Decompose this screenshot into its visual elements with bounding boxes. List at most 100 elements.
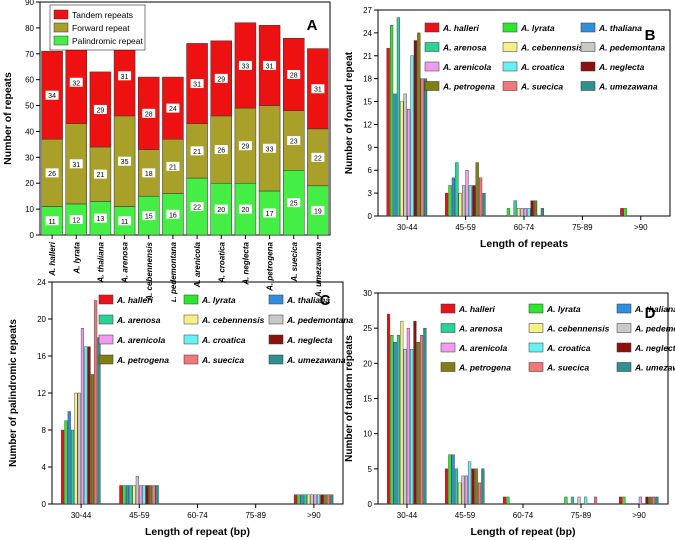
panel-a-ytick-label: 70	[25, 50, 34, 59]
panel-c-bar	[94, 300, 98, 505]
panel-c-category-label: >90	[307, 511, 321, 520]
panel-d-bar	[570, 496, 574, 505]
panel-d-legend-label: A. cebennensis	[546, 324, 610, 334]
panel-d-legend-label: A. neglecta	[634, 343, 675, 353]
panel-b-bar	[534, 200, 538, 217]
panel-d-bar	[645, 496, 649, 505]
panel-c-legend-swatch	[268, 314, 284, 325]
panel-c-bar	[122, 485, 126, 505]
panel-c-bar	[61, 429, 65, 505]
panel-d-legend-label: A. arenosa	[458, 324, 503, 334]
panel-b-ytick-label: 24	[363, 29, 372, 38]
panel-a-category-label: A. suecica	[290, 241, 299, 282]
panel-d-category-label: >90	[632, 511, 646, 520]
panel-b-bar	[623, 208, 627, 217]
panel-c-bar	[119, 485, 123, 505]
panel-b-bar	[458, 192, 462, 217]
panel-b-bar	[523, 208, 527, 217]
panel-a-data-label-box	[93, 213, 107, 223]
panel-c-ytick-label: 4	[42, 463, 47, 472]
panel-c-bar	[323, 494, 327, 505]
panel-a-legend-swatch	[53, 22, 69, 33]
panel-b-legend-swatch	[580, 42, 596, 52]
panel-d-ytick-label: 5	[368, 465, 373, 474]
panel-a-data-label: 13	[97, 216, 105, 223]
panel-a-legend-swatch	[53, 9, 69, 20]
panel-c-bar	[70, 429, 75, 505]
panel-c-legend-swatch	[183, 354, 199, 365]
panel-a-data-label: 24	[169, 106, 177, 113]
panel-a-data-label: 23	[290, 139, 298, 146]
panel-b-category-label: >90	[634, 223, 648, 232]
panel-a-data-label: 33	[242, 63, 250, 70]
panel-a-category-label: A. lyrata	[72, 241, 81, 274]
panel-a-data-label-box	[214, 73, 228, 83]
panel-b-y-axis-title: Number of forward repeat	[344, 51, 355, 174]
panel-c-bar	[307, 494, 311, 505]
panel-c-legend-swatch	[98, 314, 114, 325]
panel-d-bar	[468, 461, 472, 505]
panel-c-ytick-label: 8	[42, 426, 47, 435]
panel-a-ytick-label: 60	[25, 76, 34, 85]
panel-d-ytick-label: 15	[363, 395, 372, 404]
panel-b-ytick-label: 3	[368, 189, 373, 198]
panel-c-bar	[77, 392, 81, 505]
panel-b-letter: B	[645, 27, 656, 44]
panel-c-letter: C	[320, 292, 331, 309]
panel-d-legend-label: A. thaliana	[634, 304, 675, 314]
panel-b-ytick-label: 27	[363, 6, 372, 15]
panel-b-bar	[479, 177, 483, 217]
panel-b-legend-label: A. neglecta	[598, 62, 645, 72]
panel-d-legend-swatch	[440, 362, 456, 372]
panel-d-category-label: 45-59	[455, 511, 476, 520]
panel-a-data-label-box	[45, 90, 59, 100]
panel-b-bar	[417, 32, 421, 217]
panel-c-bar	[330, 494, 334, 505]
panel-c-legend-swatch	[268, 354, 284, 365]
panel-b-ytick-label: 6	[368, 166, 373, 175]
panel-d-bar	[564, 496, 568, 505]
panel-d-legend-swatch	[440, 342, 456, 353]
panel-a-data-label: 25	[290, 201, 298, 208]
panel-c-y-axis-title: Number of palindromic repeats	[8, 319, 19, 467]
panel-b-category-label: 60-74	[514, 223, 535, 232]
panel-d-bar	[416, 342, 420, 505]
panel-a-data-label: 29	[97, 107, 105, 114]
panel-d-legend-swatch	[616, 303, 632, 314]
panel-b-legend-label: A. arenicola	[442, 62, 491, 72]
panel-a-data-label-box	[166, 103, 180, 113]
panel-a-data-label-box	[69, 159, 83, 169]
panel-a-category-label: A. arenosa	[121, 241, 130, 283]
panel-a-data-label-box	[118, 156, 132, 166]
panel-b-bar	[390, 25, 394, 217]
panel-a-data-label-box	[238, 60, 252, 70]
panel-d-ytick-label: 10	[363, 430, 372, 439]
panel-c-category-label: 60-74	[187, 511, 208, 520]
panel-c-ytick-label: 12	[37, 389, 46, 398]
panel-a-data-label: 12	[72, 217, 80, 224]
panel-d-bar	[622, 496, 626, 505]
panel-a-data-label-box	[287, 69, 301, 79]
panel-a-category-label: A. croatica	[217, 241, 226, 283]
panel-c-bar	[326, 494, 331, 505]
panel-d-ytick-label: 20	[363, 359, 372, 368]
panel-a-legend-label: Palindromic repeat	[72, 36, 144, 46]
panel-d-bar	[420, 335, 424, 505]
panel-b-legend-swatch	[502, 61, 518, 72]
panel-a-data-label-box	[142, 108, 156, 118]
panel-d-legend-label: A. croatica	[546, 343, 591, 353]
panel-d-legend-swatch	[528, 303, 544, 314]
panel-c-legend-label: A. thaliana	[286, 295, 330, 305]
panel-b-bar	[520, 208, 524, 217]
panel-a-data-label-box	[311, 205, 325, 215]
panel-a-data-label: 21	[97, 172, 105, 179]
panel-b-bar	[506, 208, 510, 217]
panel-b-legend-swatch	[580, 22, 596, 33]
panel-b-bar	[400, 101, 404, 217]
panel-c-legend-label: A. lyrata	[201, 295, 236, 305]
panel-a-data-label-box	[238, 141, 252, 151]
panel-c-bar	[74, 392, 78, 505]
panel-d-legend-label: A. suecica	[546, 363, 589, 373]
panel-a-category-label: A. halleri	[48, 241, 57, 277]
